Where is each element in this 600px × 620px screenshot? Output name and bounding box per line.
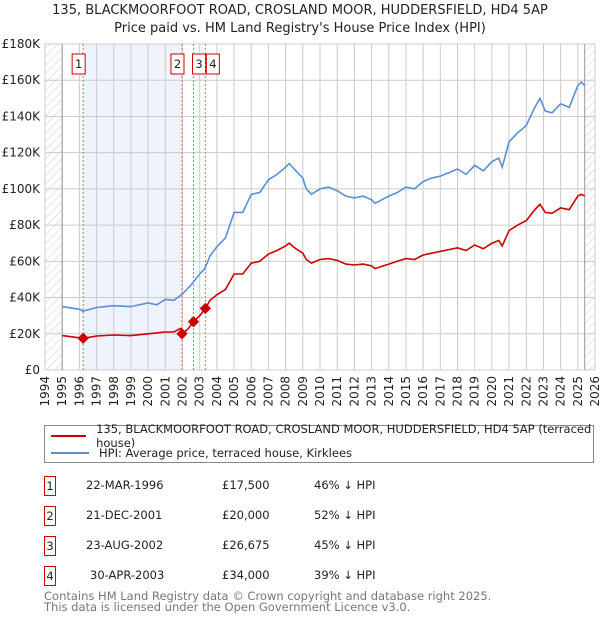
sale-point	[199, 302, 212, 315]
legend-label-property: 135, BLACKMOORFOOT ROAD, CROSLAND MOOR, …	[96, 422, 592, 450]
x-tick-label: 2019	[468, 376, 482, 407]
x-tick-label: 2010	[313, 376, 327, 407]
legend-item-property: 135, BLACKMOORFOOT ROAD, CROSLAND MOOR, …	[51, 422, 593, 450]
ownership-shade	[83, 44, 182, 370]
x-tick-label: 1997	[90, 376, 104, 407]
x-tick-label: 2013	[365, 376, 379, 407]
sale-number-badge: 2	[44, 506, 56, 526]
sale-label-box	[205, 53, 220, 75]
x-tick-label: 1995	[55, 376, 69, 407]
legend: 135, BLACKMOORFOOT ROAD, CROSLAND MOOR, …	[44, 422, 594, 463]
sale-label-number: 3	[195, 57, 202, 71]
x-tick-label: 2015	[399, 376, 413, 407]
y-tick-label: £120K	[2, 146, 42, 160]
sale-label-box	[71, 53, 86, 75]
legend-line-red	[51, 435, 87, 437]
x-tick-label: 2020	[485, 376, 499, 407]
sale-number-badge: 3	[44, 536, 56, 556]
x-tick-label: 2026	[588, 376, 600, 407]
sale-point	[187, 316, 200, 328]
x-tick-label: 1998	[107, 376, 121, 407]
hatch-right	[584, 44, 595, 370]
sale-point	[176, 328, 188, 340]
x-tick-label: 2001	[158, 376, 172, 407]
sale-date: 22-MAR-1996	[86, 478, 164, 492]
sale-date: 23-AUG-2002	[86, 538, 164, 552]
footer-copyright: Contains HM Land Registry data © Crown c…	[44, 589, 492, 603]
sale-date: 21-DEC-2001	[86, 508, 163, 522]
x-tick-label: 2023	[536, 376, 550, 407]
y-tick-label: £20K	[9, 327, 41, 341]
x-tick-label: 2011	[330, 376, 344, 407]
hatch-left	[45, 44, 63, 370]
sale-hpi-diff: 45% ↓ HPI	[314, 538, 376, 552]
chart-title: 135, BLACKMOORFOOT ROAD, CROSLAND MOOR, …	[52, 3, 548, 18]
sale-hpi-diff: 39% ↓ HPI	[314, 568, 376, 582]
x-tick-label: 2025	[571, 376, 585, 407]
x-tick-label: 2002	[176, 376, 190, 407]
y-tick-label: £40K	[9, 291, 41, 305]
x-tick-label: 2008	[279, 376, 293, 407]
x-tick-label: 2003	[193, 376, 207, 407]
x-tick-label: 2016	[416, 376, 430, 407]
hpi-line	[62, 80, 586, 312]
y-tick-label: £160K	[2, 73, 42, 87]
x-tick-label: 1999	[124, 376, 138, 407]
x-tick-label: 2000	[141, 376, 155, 407]
price-chart: 1 2 3 4 1994 1995 1996 1997 1998 1999 2000 2001 2002…	[2, 37, 600, 407]
sale-price: £20,000	[222, 508, 270, 522]
sale-number-badge: 1	[44, 476, 56, 496]
sale-price: £26,675	[222, 538, 270, 552]
x-tick-label: 2021	[502, 376, 516, 407]
x-tick-label: 2006	[244, 376, 258, 407]
x-tick-label: 2014	[382, 376, 396, 407]
x-tick-label: 2012	[347, 376, 361, 407]
x-tick-label: 2017	[433, 376, 447, 407]
y-tick-label: £80K	[9, 218, 41, 232]
x-tick-label: 1996	[72, 376, 86, 407]
x-tick-label: 2022	[519, 376, 533, 407]
sale-label-number: 1	[75, 57, 82, 71]
sale-label-number: 2	[174, 57, 181, 71]
x-tick-label: 2005	[227, 376, 241, 407]
x-tick-label: 2007	[261, 376, 275, 407]
x-tick-label: 2004	[210, 376, 224, 407]
property-price-line	[62, 193, 586, 340]
sale-price: £34,000	[222, 568, 270, 582]
x-tick-label: 2024	[554, 376, 568, 407]
y-tick-label: £60K	[9, 254, 41, 268]
x-tick-label: 2009	[296, 376, 310, 407]
x-tick-label: 1994	[38, 376, 52, 407]
legend-label-hpi: HPI: Average price, terraced house, Kirk…	[99, 446, 353, 460]
chart-subtitle: Price paid vs. HM Land Registry's House …	[114, 21, 486, 36]
sale-date: 30-APR-2003	[90, 568, 165, 582]
x-tick-label: 2018	[451, 376, 465, 407]
sale-label-number: 4	[209, 57, 216, 71]
y-tick-label: £140K	[2, 109, 42, 123]
legend-line-blue	[51, 452, 89, 454]
sale-label-box	[170, 53, 185, 75]
sale-hpi-diff: 46% ↓ HPI	[314, 478, 376, 492]
footer-licence: This data is licensed under the Open Gov…	[44, 600, 411, 614]
sale-number-badge: 4	[44, 566, 56, 586]
sale-price: £17,500	[222, 478, 270, 492]
legend-item-hpi: HPI: Average price, terraced house, Kirk…	[51, 445, 352, 461]
y-tick-label: £0	[25, 363, 40, 377]
y-tick-label: £100K	[2, 182, 42, 196]
y-tick-label: £180K	[2, 37, 42, 51]
sale-hpi-diff: 52% ↓ HPI	[314, 508, 376, 522]
